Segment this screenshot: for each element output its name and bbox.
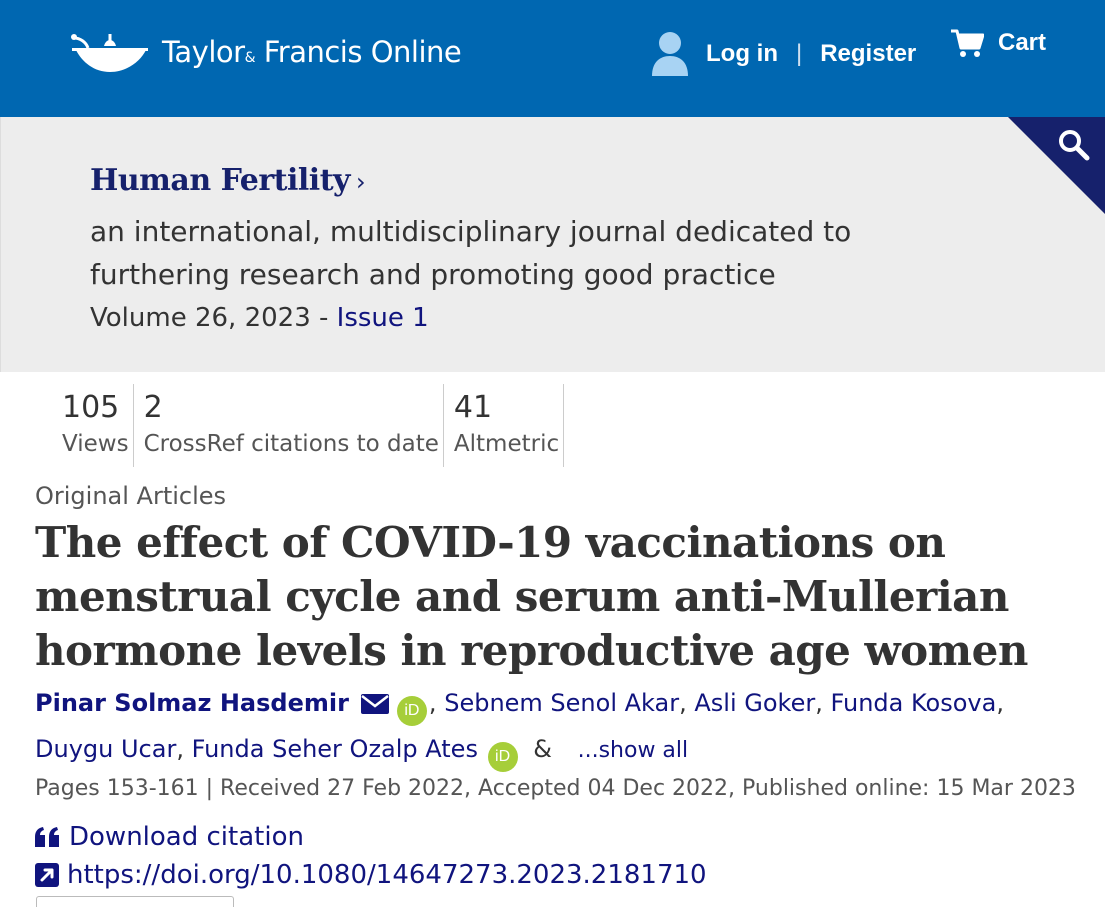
partial-button[interactable] <box>36 896 234 907</box>
metric-crossref[interactable]: 2 CrossRef citations to date <box>144 384 444 467</box>
metric-label: Views <box>62 431 129 457</box>
site-logo[interactable]: Taylor& Francis Online <box>70 28 462 76</box>
user-icon[interactable] <box>650 30 690 78</box>
author-link[interactable]: Sebnem Senol Akar <box>444 689 680 717</box>
metric-label: Altmetric <box>453 431 560 457</box>
publication-info: Pages 153-161 | Received 27 Feb 2022, Ac… <box>35 776 1076 801</box>
metric-value: 2 <box>143 390 163 425</box>
site-header: Taylor& Francis Online Log in | Register… <box>0 0 1105 117</box>
register-link[interactable]: Register <box>820 40 917 67</box>
metric-value: 41 <box>453 390 493 425</box>
journal-subtitle: an international, multidisciplinary jour… <box>90 215 852 291</box>
journal-banner: Human Fertility › an international, multi… <box>0 117 1105 372</box>
article-metrics: 105 Views 2 CrossRef citations to date 4… <box>62 384 574 467</box>
author-ampersand: & <box>533 735 552 763</box>
external-link-icon <box>35 863 59 887</box>
issue-link[interactable]: Issue 1 <box>336 303 429 333</box>
download-citation-link[interactable]: Download citation <box>35 822 304 852</box>
search-toggle[interactable] <box>1008 117 1105 215</box>
metric-label: CrossRef citations to date <box>143 431 439 457</box>
article-title: The effect of COVID-19 vaccinations on m… <box>35 518 1028 675</box>
logo-text: Taylor& Francis Online <box>162 35 462 69</box>
cart-label: Cart <box>998 29 1047 56</box>
orcid-icon[interactable]: iD <box>487 742 518 772</box>
quote-icon <box>35 827 59 847</box>
volume-info: Volume 26, 2023 - Issue 1 <box>90 303 429 333</box>
login-register-separator: | <box>795 40 803 67</box>
doi-url: https://doi.org/10.1080/14647273.2023.21… <box>67 860 707 890</box>
cart-link[interactable]: Cart <box>950 28 1046 58</box>
author-link[interactable]: Asli Goker <box>694 689 816 717</box>
metric-altmetric[interactable]: 41 Altmetric <box>453 384 565 467</box>
email-icon[interactable] <box>360 694 389 714</box>
author-link[interactable]: Funda Seher Ozalp Ates <box>191 735 478 763</box>
chevron-right-icon: › <box>355 168 366 196</box>
orcid-icon[interactable]: iD <box>396 696 427 726</box>
show-all-authors-link[interactable]: ...show all <box>577 738 689 763</box>
author-link[interactable]: Duygu Ucar <box>35 735 177 763</box>
download-citation-label: Download citation <box>69 822 304 852</box>
search-icon[interactable] <box>1056 127 1090 161</box>
account-links: Log in | Register <box>650 30 916 78</box>
doi-link[interactable]: https://doi.org/10.1080/14647273.2023.21… <box>35 860 707 890</box>
article-type: Original Articles <box>35 482 227 510</box>
author-list: Pinar Solmaz Hasdemir iD, Sebnem Senol A… <box>35 680 1085 774</box>
cart-icon <box>951 29 984 57</box>
journal-title-link[interactable]: Human Fertility › <box>90 163 366 198</box>
metric-views: 105 Views <box>62 384 134 467</box>
teapot-logo-icon <box>71 34 148 72</box>
login-link[interactable]: Log in <box>706 40 778 67</box>
author-link[interactable]: Pinar Solmaz Hasdemir <box>35 689 349 717</box>
metric-value: 105 <box>62 390 120 425</box>
author-link[interactable]: Funda Kosova <box>830 689 997 717</box>
